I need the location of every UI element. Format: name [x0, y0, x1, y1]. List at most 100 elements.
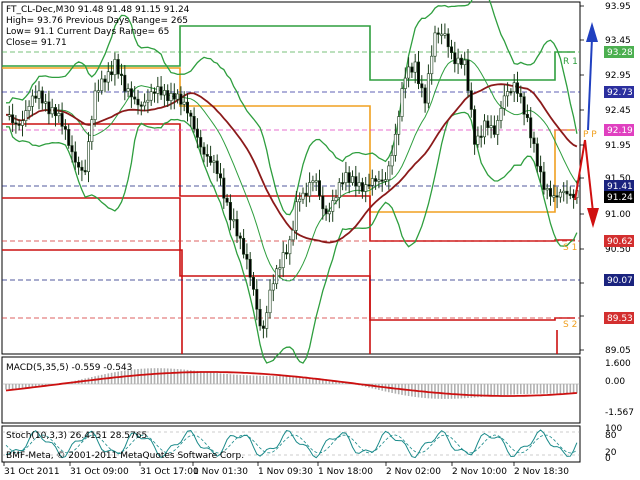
candle-body	[202, 146, 206, 155]
candle-body	[113, 59, 117, 76]
candle-body	[298, 198, 302, 203]
candle-body	[50, 107, 54, 115]
bollinger-middle	[6, 58, 578, 282]
candle-body	[225, 197, 229, 203]
stoch-tick-label: 0	[605, 454, 611, 464]
candle-body	[354, 176, 358, 187]
candle-body	[90, 119, 94, 142]
candle-body	[344, 172, 348, 184]
candle-body	[195, 128, 199, 138]
candle-body	[294, 201, 298, 231]
candle-body	[304, 192, 308, 197]
candle-body	[407, 66, 411, 79]
candle-body	[136, 98, 140, 106]
candle-body	[179, 93, 183, 105]
candle-body	[413, 61, 417, 73]
candle-body	[73, 151, 77, 163]
macd-label: MACD(5,35,5) -0.559 -0.543	[6, 363, 132, 373]
candle-body	[367, 184, 371, 187]
candle-body	[288, 239, 292, 255]
price-badge-label: 90.07	[607, 276, 633, 286]
price-badge	[604, 274, 634, 286]
candle-body	[565, 190, 569, 195]
candle-body	[337, 182, 341, 198]
candle-body	[515, 82, 519, 94]
high-line: High= 93.76 Previous Days Range= 265	[6, 16, 188, 26]
price-badge	[604, 235, 634, 247]
candle-body	[539, 165, 543, 173]
up-arrow-shaft	[587, 37, 593, 131]
price-badge	[604, 312, 634, 324]
candle-body	[558, 191, 562, 198]
s1-label: S 1	[563, 243, 577, 253]
candle-body	[321, 195, 325, 210]
price-tick-label: 89.05	[605, 346, 631, 356]
candle-body	[410, 66, 414, 73]
candle-body	[390, 155, 394, 167]
candle-body	[126, 88, 130, 92]
candle-body	[192, 116, 196, 130]
candle-body	[20, 120, 24, 126]
time-tick-label: 31 Oct 17:00	[140, 467, 199, 477]
candle-body	[182, 101, 186, 105]
main-panel[interactable]	[1, 1, 581, 355]
candle-body	[268, 289, 272, 314]
macd-panel[interactable]	[1, 356, 581, 424]
candle-body	[433, 32, 437, 57]
candle-body	[377, 179, 381, 182]
macd-tick-label: 1.600	[605, 359, 631, 369]
candle-body	[278, 267, 282, 270]
s3-line	[2, 249, 183, 354]
candle-body	[186, 101, 190, 114]
candle-body	[364, 184, 368, 192]
candle-body	[506, 91, 510, 97]
candle-body	[40, 90, 44, 104]
close-line: Close= 91.71	[6, 38, 67, 48]
candle-body	[47, 101, 51, 115]
price-tick-label: 90.50	[605, 245, 631, 255]
candle-body	[235, 219, 239, 237]
candle-body	[496, 120, 500, 135]
candle-body	[215, 160, 219, 174]
time-tick-label: 2 Nov 02:00	[386, 467, 441, 477]
candle-body	[446, 33, 450, 48]
r1-line	[2, 25, 575, 81]
candle-body	[308, 182, 312, 197]
candle-body	[383, 179, 387, 182]
candle-body	[512, 82, 516, 93]
price-badge-label: 91.24	[607, 193, 633, 203]
candle-body	[532, 137, 536, 145]
candle-body	[245, 253, 249, 260]
candle-body	[492, 125, 496, 135]
candle-body	[70, 145, 74, 153]
candle-body	[143, 101, 147, 107]
candle-body	[331, 200, 335, 212]
macd-signal-line	[5, 371, 577, 397]
candle-body	[14, 122, 18, 125]
candle-body	[473, 109, 477, 145]
price-tick-label: 92.45	[605, 106, 631, 116]
candle-body	[252, 276, 256, 290]
stoch-tick-label: 100	[605, 424, 622, 434]
candle-body	[219, 173, 223, 179]
candle-body	[258, 308, 262, 327]
candle-body	[284, 252, 288, 255]
candle-body	[525, 114, 529, 119]
candle-body	[552, 195, 556, 198]
candle-body	[146, 99, 150, 103]
candle-body	[403, 77, 407, 89]
price-tick-label: 91.00	[605, 210, 631, 220]
price-tick-label: 93.45	[605, 36, 631, 46]
candle-body	[535, 143, 539, 167]
candle-body	[116, 59, 120, 75]
up-arrow-icon	[586, 22, 598, 42]
price-badge	[604, 180, 634, 192]
candle-body	[110, 71, 114, 76]
price-tick-label: 93.95	[605, 2, 631, 12]
price-badge	[604, 191, 634, 203]
time-tick-label: 2 Nov 10:00	[452, 467, 507, 477]
candle-body	[17, 123, 21, 126]
candle-body	[44, 101, 48, 104]
candle-body	[555, 195, 559, 198]
